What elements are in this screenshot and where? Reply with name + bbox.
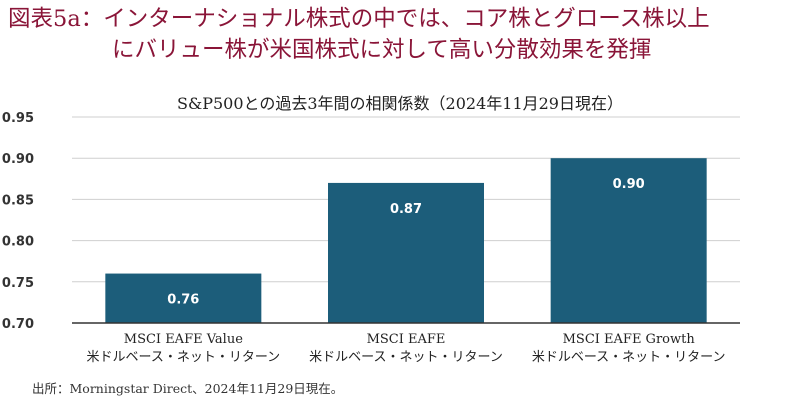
y-tick-label: 0.90 (2, 152, 34, 167)
x-category-label: MSCI EAFE (367, 332, 446, 347)
chart-title: S&P500との過去3年間の相関係数（2024年11月29日現在） (177, 94, 623, 113)
y-tick-label: 0.75 (2, 276, 34, 291)
x-category-label: MSCI EAFE Value (124, 332, 243, 347)
bar (105, 273, 262, 323)
figure-title-line-1: 図表5a：インターナショナル株式の中では、コア株とグロース株以上 (8, 6, 710, 32)
x-category-sublabel: 米ドルベース・ネット・リターン (309, 350, 503, 365)
source-note: 出所：Morningstar Direct、2024年11月29日現在。 (32, 381, 344, 396)
bar (328, 182, 484, 323)
bar-value-label: 0.76 (167, 293, 199, 308)
figure-title: 図表5a：インターナショナル株式の中では、コア株とグロース株以上 にバリュー株が… (8, 4, 792, 66)
bar (550, 158, 707, 323)
y-tick-label: 0.80 (2, 235, 34, 250)
y-tick-label: 0.70 (2, 317, 34, 332)
x-category-label: MSCI EAFE Growth (563, 332, 696, 347)
x-category-sublabel: 米ドルベース・ネット・リターン (532, 350, 726, 365)
x-category-sublabel: 米ドルベース・ネット・リターン (86, 350, 280, 365)
bar-value-label: 0.90 (613, 177, 645, 192)
y-tick-label: 0.95 (2, 111, 34, 126)
figure-title-line-2: にバリュー株が米国株式に対して高い分散効果を発揮 (112, 37, 652, 63)
y-tick-label: 0.85 (2, 193, 34, 208)
bar-value-label: 0.87 (390, 202, 422, 217)
